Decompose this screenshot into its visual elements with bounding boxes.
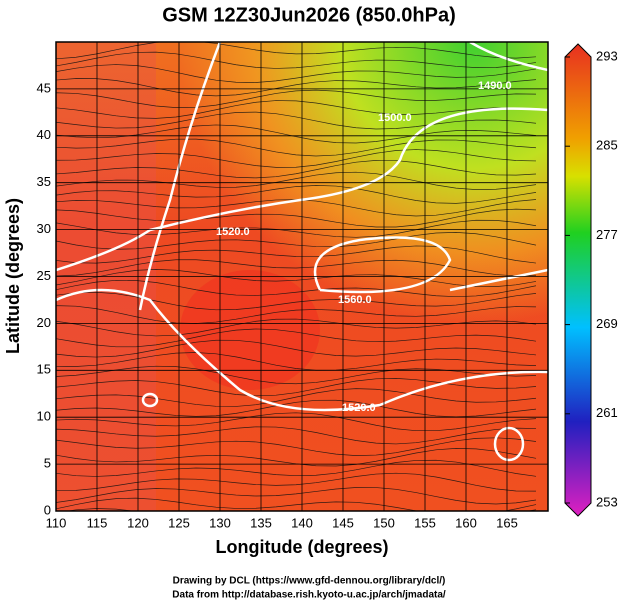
streamline <box>56 412 537 432</box>
streamline <box>56 245 537 264</box>
streamline <box>56 259 537 277</box>
x-axis-label: Longitude (degrees) <box>215 537 388 557</box>
x-tick-label: 110 <box>46 515 67 530</box>
streamline <box>56 318 537 337</box>
streamline <box>56 328 537 348</box>
x-tick-label: 145 <box>332 515 354 530</box>
footer-line: Drawing by DCL (https://www.gfd-dennou.o… <box>173 576 446 587</box>
streamline <box>56 42 537 60</box>
streamline <box>56 219 537 238</box>
y-tick-label: 25 <box>37 268 51 283</box>
plot-frame <box>55 41 549 512</box>
streamline <box>56 149 537 168</box>
streamline <box>56 279 537 298</box>
x-tick-label: 150 <box>373 515 395 530</box>
streamline <box>56 399 537 418</box>
streamline <box>56 487 537 505</box>
x-tick-label: 125 <box>168 515 190 530</box>
contour-label: 1520.0 <box>342 402 376 414</box>
x-tick-label: 160 <box>455 515 477 530</box>
streamline <box>56 111 537 130</box>
streamline <box>56 89 537 109</box>
streamline <box>56 305 537 324</box>
colorbar-tick-label: 293 <box>596 48 618 63</box>
streamline <box>56 365 537 385</box>
contour-label: 1490.0 <box>478 80 512 92</box>
contour-label: 1520.0 <box>216 226 250 238</box>
streamline <box>56 339 537 358</box>
streamline <box>56 232 537 250</box>
title: GSM 12Z30Jun2026 (850.0hPa) <box>162 4 455 26</box>
y-tick-label: 30 <box>37 221 51 236</box>
y-tick-label: 0 <box>44 502 51 517</box>
y-tick-label: 10 <box>37 409 51 424</box>
streamline <box>56 291 537 311</box>
field: 1520.0 1560.0 1520.0 1500.0 1490.0 <box>56 42 548 511</box>
colorbar-tick-label: 261 <box>596 405 618 420</box>
streamline <box>56 497 537 511</box>
streamline <box>56 138 537 157</box>
y-tick-label: 45 <box>37 80 51 95</box>
streamline <box>56 459 537 477</box>
y-tick-label: 40 <box>37 127 51 142</box>
y-tick-label: 15 <box>37 362 51 377</box>
x-tick-label: 130 <box>209 515 231 530</box>
streamline <box>56 388 537 407</box>
contour-label: 1500.0 <box>378 112 412 124</box>
y-tick-label: 35 <box>37 174 51 189</box>
x-tick-label: 135 <box>250 515 272 530</box>
colorbar-tick-label: 277 <box>596 227 618 242</box>
streamline <box>56 437 537 456</box>
colorbar-tick-label: 269 <box>596 316 618 331</box>
streamline <box>56 78 537 97</box>
colorbar <box>564 43 592 517</box>
y-axis-label: Latitude (degrees) <box>3 198 23 354</box>
streamline <box>56 269 537 287</box>
streamline <box>56 171 537 190</box>
streamline <box>56 124 537 144</box>
footer-line: Data from http://database.rish.kyoto-u.a… <box>172 590 446 601</box>
contour-label: 1560.0 <box>338 294 372 306</box>
streamline <box>56 208 537 228</box>
streamline <box>66 508 537 511</box>
colorbar-tick-label: 253 <box>596 494 618 509</box>
x-tick-label: 165 <box>496 515 518 530</box>
streamline <box>56 160 537 179</box>
streamline <box>56 426 537 445</box>
y-tick-label: 20 <box>37 315 51 330</box>
x-tick-label: 115 <box>87 515 108 530</box>
streamline <box>56 64 537 83</box>
x-tick-label: 120 <box>127 515 149 530</box>
streamline <box>56 447 537 467</box>
streamline <box>56 185 537 204</box>
x-tick-label: 140 <box>291 515 313 530</box>
streamline <box>56 100 537 119</box>
streamline <box>56 378 537 397</box>
colorbar-tick-label: 285 <box>596 138 618 153</box>
y-tick-label: 5 <box>44 456 51 471</box>
streamline <box>56 472 537 492</box>
streamline <box>56 199 537 217</box>
streamline <box>56 51 537 69</box>
streamline <box>56 352 537 371</box>
x-tick-label: 155 <box>414 515 436 530</box>
